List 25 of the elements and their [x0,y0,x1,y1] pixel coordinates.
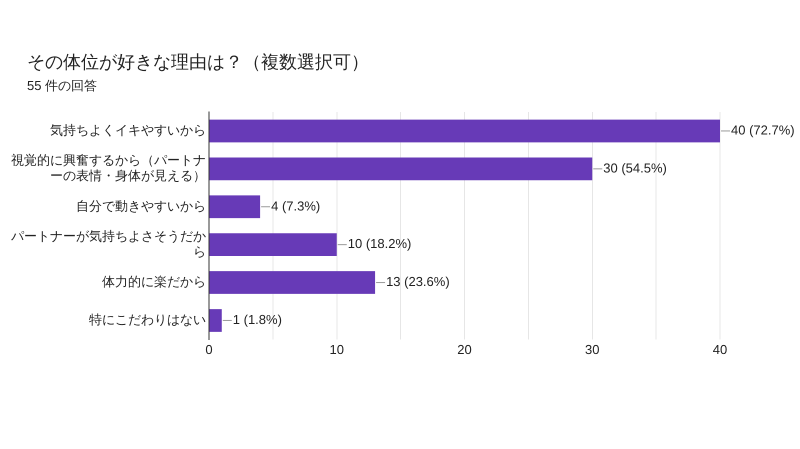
data-label: 1 (1.8%) [232,312,282,328]
bar [210,195,260,218]
bar [210,271,376,294]
y-tick-label: パートナーが気持ちよさそうだから [10,228,206,260]
x-tick-label: 20 [457,342,472,357]
data-label: 30 (54.5%) [603,160,667,176]
y-tick-label: 気持ちよくイキやすいから [50,122,206,138]
data-label: 10 (18.2%) [348,236,412,252]
bar [210,120,720,142]
x-tick-label: 30 [585,342,600,357]
chart-title: その体位が好きな理由は？（複数選択可） [27,51,369,74]
y-tick-label: 体力的に楽だから [102,274,206,290]
y-tick-label: 視覚的に興奮するから（パートナーの表情・身体が見える） [11,152,206,184]
y-tick-label: 自分で動きやすいから [76,198,206,214]
y-tick-label: 特にこだわりはない [89,312,206,328]
data-label: 13 (23.6%) [386,274,450,290]
data-label: 4 (7.3%) [271,198,320,214]
x-tick-label: 10 [330,342,344,357]
x-tick-label: 0 [205,342,213,357]
x-tick-label: 40 [712,342,728,357]
bar [210,309,222,332]
text: 55 件の回答 [27,77,98,95]
data-label: 40 (72.7%) [731,122,795,138]
bar [210,157,592,180]
bar [210,233,337,256]
